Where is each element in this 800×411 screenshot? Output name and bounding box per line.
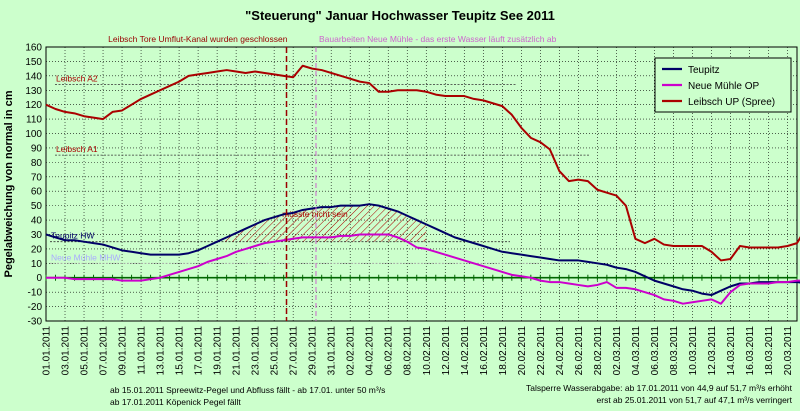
x-tick-label: 17.01.2011 — [194, 326, 205, 376]
x-tick-label: 20.03.2011 — [783, 326, 794, 376]
x-tick-label: 03.01.2011 — [61, 326, 72, 376]
y-tick-label: 40 — [31, 216, 43, 227]
x-tick-label: 06.02.2011 — [384, 326, 395, 376]
x-tick-label: 07.01.2011 — [99, 326, 110, 376]
x-tick-label: 28.02.2011 — [593, 326, 604, 376]
x-tick-label: 11.01.2011 — [137, 326, 148, 375]
x-tick-label: 14.03.2011 — [726, 326, 737, 376]
x-tick-label: 04.03.2011 — [631, 326, 642, 376]
x-tick-label: 25.01.2011 — [270, 326, 281, 376]
hatched-area-label: müsste nicht sein — [282, 209, 348, 219]
x-tick-label: 14.02.2011 — [460, 326, 471, 376]
event-label: Bauarbeiten Neue Mühle - das erste Wasse… — [319, 34, 557, 44]
y-tick-label: 0 — [36, 273, 42, 284]
y-tick-label: 70 — [31, 172, 43, 183]
footnote: Talsperre Wasserabgabe: ab 17.01.2011 vo… — [526, 383, 793, 393]
x-tick-label: 22.02.2011 — [536, 326, 547, 376]
y-tick-label: 110 — [26, 115, 42, 126]
x-tick-label: 24.02.2011 — [555, 326, 566, 376]
x-tick-label: 29.01.2011 — [308, 326, 319, 376]
x-tick-label: 23.01.2011 — [251, 326, 262, 376]
y-tick-label: 80 — [31, 158, 43, 169]
y-tick-label: -30 — [28, 317, 43, 328]
x-tick-label: 26.02.2011 — [574, 326, 585, 376]
footnote: ab 17.01.2011 Köpenick Pegel fällt — [110, 397, 241, 407]
x-tick-label: 13.01.2011 — [156, 326, 167, 376]
x-tick-label: 18.02.2011 — [498, 326, 509, 376]
y-tick-label: 20 — [31, 244, 43, 255]
x-tick-label: 10.02.2011 — [422, 326, 433, 376]
y-tick-label: 100 — [25, 129, 42, 140]
event-lines: Leibsch Tore Umflut-Kanal wurden geschlo… — [108, 34, 557, 321]
footnote: erst ab 25.01.2011 von 51,7 auf 47,1 m³/… — [597, 395, 793, 405]
legend-label: Leibsch UP (Spree) — [688, 97, 775, 108]
x-tick-label: 16.02.2011 — [479, 326, 490, 376]
reference-line-label: Leibsch A2 — [56, 73, 98, 83]
series-line-0 — [45, 203, 800, 297]
y-tick-label: 50 — [31, 201, 43, 212]
y-tick-label: 10 — [31, 259, 43, 270]
x-tick-label: 02.03.2011 — [612, 326, 623, 376]
y-tick-label: -20 — [28, 302, 43, 313]
footnote: ab 15.01.2011 Spreewitz-Pegel und Abflus… — [110, 385, 385, 395]
legend: Teupitz Neue Mühle OP Leibsch UP (Spree) — [654, 57, 792, 113]
y-axis: -30 -20 -10 0 10 20 30 40 50 60 70 80 90 100 110 120 130… — [25, 43, 42, 328]
y-tick-label: 90 — [31, 143, 43, 154]
x-tick-label: 10.03.2011 — [688, 326, 699, 376]
chart-title: "Steuerung" Januar Hochwasser Teupitz Se… — [245, 8, 555, 23]
x-tick-label: 31.01.2011 — [327, 326, 338, 376]
reference-lines: Leibsch A2 Leibsch A1 Teupitz HW Neue Mühle… — [50, 73, 590, 264]
x-tick-label: 04.02.2011 — [365, 326, 376, 376]
reference-line-label: Neue Mühle MHW — [51, 252, 120, 262]
x-tick-label: 19.01.2011 — [213, 326, 224, 376]
x-tick-label: 12.02.2011 — [441, 326, 452, 376]
reference-line-label: Teupitz HW — [51, 231, 94, 241]
y-tick-label: 30 — [31, 230, 43, 241]
y-tick-label: 120 — [25, 100, 42, 111]
x-tick-label: 06.03.2011 — [650, 326, 661, 376]
legend-label: Neue Mühle OP — [688, 81, 759, 92]
x-tick-label: 09.01.2011 — [118, 326, 129, 376]
event-label: Leibsch Tore Umflut-Kanal wurden geschlo… — [108, 34, 288, 44]
hatched-area — [217, 204, 427, 242]
y-tick-label: 160 — [25, 43, 42, 54]
x-axis: 01.01.2011 03.01.2011 05.01.2011 07.01.2011… — [42, 326, 794, 376]
y-tick-label: -10 — [28, 288, 43, 299]
y-tick-label: 60 — [31, 187, 43, 198]
x-tick-label: 20.02.2011 — [517, 326, 528, 376]
x-tick-label: 08.03.2011 — [669, 326, 680, 376]
x-tick-label: 02.02.2011 — [346, 326, 357, 376]
y-tick-label: 140 — [25, 71, 42, 82]
reference-line-label: Leibsch A1 — [56, 144, 98, 154]
y-tick-label: 130 — [25, 86, 42, 97]
x-tick-label: 27.01.2011 — [289, 326, 300, 376]
x-tick-label: 12.03.2011 — [707, 326, 718, 376]
legend-label: Teupitz — [688, 65, 720, 76]
x-tick-label: 18.03.2011 — [764, 326, 775, 376]
series-line-1 — [46, 233, 800, 305]
x-tick-label: 15.01.2011 — [175, 326, 186, 376]
x-tick-label: 05.01.2011 — [80, 326, 91, 376]
y-axis-label: Pegelabweichung von normal in cm — [3, 90, 15, 277]
y-tick-label: 150 — [25, 57, 42, 68]
footnotes: ab 15.01.2011 Spreewitz-Pegel und Abflus… — [110, 383, 793, 407]
x-tick-label: 16.03.2011 — [745, 326, 756, 376]
series-lines — [45, 64, 800, 305]
series-line-2 — [45, 64, 800, 262]
x-tick-label: 08.02.2011 — [403, 326, 414, 376]
x-tick-label: 21.01.2011 — [232, 326, 243, 376]
x-tick-label: 01.01.2011 — [42, 326, 53, 376]
